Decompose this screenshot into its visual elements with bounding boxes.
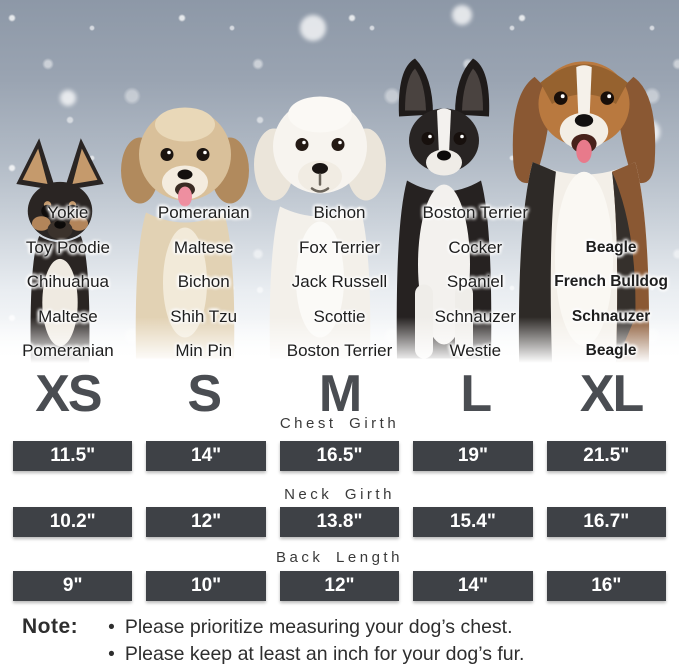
breed-label: Toy Poodie <box>25 237 110 257</box>
breed-label: Beagle <box>585 238 637 256</box>
neck-girth-value-xl: 16.7" <box>546 507 666 537</box>
breed-label: Schnauzer <box>571 307 651 325</box>
breed-label: Pomeranian <box>22 341 114 361</box>
chest-girth-value-xl: 21.5" <box>546 441 666 471</box>
back-length-value-l: 14" <box>413 571 533 601</box>
snowflake <box>60 90 76 106</box>
chest-girth-value-m: 16.5" <box>279 441 400 471</box>
note-label: Note: <box>22 615 79 638</box>
breed-label: Spaniel <box>446 272 504 292</box>
breed-label: Beagle <box>585 342 637 360</box>
breed-label: French Bulldog <box>554 273 668 291</box>
back-length-row: 9" 10" 12" 14" 16" <box>0 571 679 601</box>
neck-girth-value-xs: 10.2" <box>13 507 133 537</box>
breed-column-xl: Beagle French Bulldog Schnauzer Beagle <box>543 196 679 369</box>
size-label-xl: XL <box>579 365 644 423</box>
back-length-value-xs: 9" <box>13 571 133 601</box>
breed-label: Westie <box>449 341 502 361</box>
back-length-heading: Back Length <box>276 549 403 566</box>
neck-girth-value-l: 15.4" <box>413 507 533 537</box>
snowflake <box>300 15 326 41</box>
breed-label: Boston Terrier <box>422 203 529 223</box>
note-bullet-list: Please prioritize measuring your dog’s c… <box>108 614 525 667</box>
chest-girth-value-l: 19" <box>413 441 533 471</box>
size-label-s: S <box>187 365 222 423</box>
breed-label: Chihuahua <box>26 272 110 292</box>
chest-girth-row: 11.5" 14" 16.5" 19" 21.5" <box>0 441 679 471</box>
size-label-l: L <box>460 365 492 423</box>
neck-girth-row: 10.2" 12" 13.8" 15.4" 16.7" <box>0 507 679 537</box>
breed-column-m: Bichon Fox Terrier Jack Russell Scottie … <box>272 196 408 369</box>
neck-girth-heading: Neck Girth <box>284 486 395 503</box>
breed-label: Pomeranian <box>157 203 250 223</box>
breed-column-xs: Yokie Toy Poodie Chihuahua Maltese Pomer… <box>0 196 136 369</box>
breed-label: Scottie <box>313 306 366 326</box>
breed-label: Bichon <box>177 272 230 292</box>
breed-label: Jack Russell <box>291 272 388 292</box>
note-bullet: Please keep at least an inch for your do… <box>108 641 525 667</box>
breed-label: Yokie <box>47 203 89 223</box>
back-length-value-m: 12" <box>279 571 400 601</box>
breed-column-s: Pomeranian Maltese Bichon Shih Tzu Min P… <box>136 196 272 369</box>
back-length-value-xl: 16" <box>546 571 666 601</box>
note-bullet: Please prioritize measuring your dog’s c… <box>108 614 524 641</box>
beagle-photo <box>512 61 656 363</box>
size-letters-row: XS S M L XL <box>0 364 679 423</box>
back-length-value-s: 10" <box>146 571 266 601</box>
breed-label: Boston Terrier <box>286 341 393 361</box>
breed-label: Bichon <box>313 203 366 223</box>
chest-girth-value-s: 14" <box>146 441 266 471</box>
chihuahua-photo <box>16 138 104 363</box>
breed-label: Maltese <box>38 306 98 326</box>
snowflake <box>452 5 472 25</box>
breed-label: Fox Terrier <box>299 237 380 257</box>
breed-lists: Yokie Toy Poodie Chihuahua Maltese Pomer… <box>0 196 679 369</box>
breed-label: Maltese <box>173 237 234 257</box>
dogs-photo-banner: Yokie Toy Poodie Chihuahua Maltese Pomer… <box>0 0 679 363</box>
size-label-xs: XS <box>35 365 102 423</box>
breed-label: Shih Tzu <box>170 306 238 326</box>
size-label-m: M <box>318 365 362 423</box>
neck-girth-value-s: 12" <box>146 507 266 537</box>
breed-label: Cocker <box>448 237 503 257</box>
photo-bottom-fade <box>0 317 679 363</box>
neck-girth-value-m: 13.8" <box>279 507 400 537</box>
breed-column-l: Boston Terrier Cocker Spaniel Schnauzer … <box>407 196 543 369</box>
chest-girth-value-xs: 11.5" <box>13 441 133 471</box>
breed-label <box>543 196 679 231</box>
breed-label: Schnauzer <box>434 306 516 326</box>
breed-label: Min Pin <box>175 341 233 361</box>
note-section: Note: Please prioritize measuring your d… <box>22 614 662 667</box>
chest-girth-heading: Chest Girth <box>279 415 400 432</box>
